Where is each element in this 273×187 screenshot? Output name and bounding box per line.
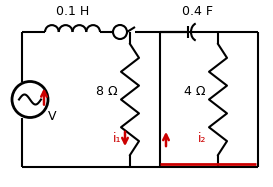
Text: V: V (48, 110, 56, 122)
Text: 0.4 F: 0.4 F (182, 5, 213, 18)
Text: 0.1 H: 0.1 H (56, 5, 89, 18)
Text: i₂: i₂ (198, 133, 206, 145)
Text: 4 Ω: 4 Ω (185, 85, 206, 98)
Text: 8 Ω: 8 Ω (96, 85, 118, 98)
Text: i₁: i₁ (112, 133, 121, 145)
